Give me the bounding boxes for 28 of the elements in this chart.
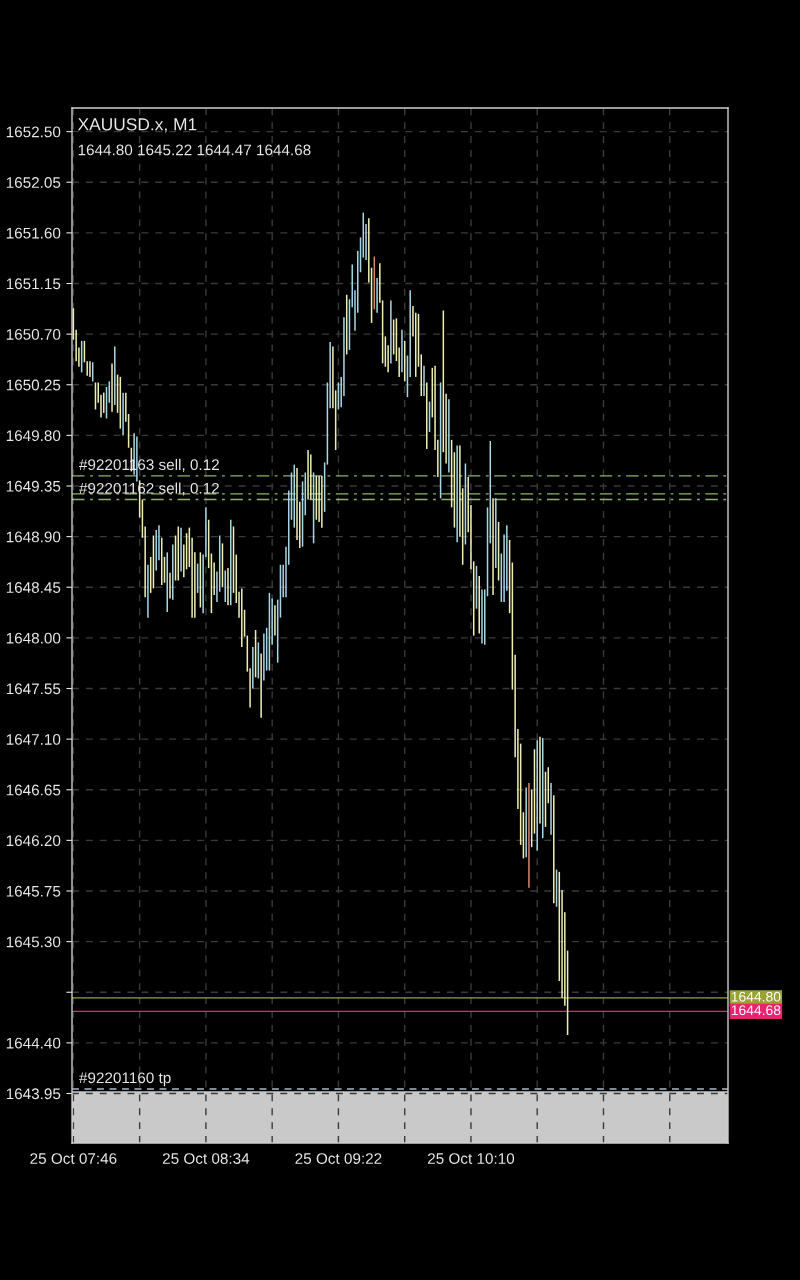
x-tick-label: 25 Oct 09:22 xyxy=(295,1153,382,1164)
y-tick-label: 1651.60 xyxy=(6,227,61,239)
y-tick-label: 1646.65 xyxy=(6,784,61,796)
y-tick-label: 1648.45 xyxy=(6,582,61,593)
y-tick-label: 1645.30 xyxy=(6,936,61,948)
ref-line-label: #92201160 tp xyxy=(79,1072,171,1087)
x-tick-label: 25 Oct 07:46 xyxy=(30,1153,117,1164)
y-tick-label: 1647.55 xyxy=(6,683,61,695)
y-tick-label: 1644.40 xyxy=(6,1037,61,1049)
y-tick-label: 1650.25 xyxy=(6,379,61,391)
ref-line-label: 1644.68 xyxy=(731,1005,781,1016)
y-tick-label: 1648.00 xyxy=(6,632,61,644)
y-tick-label: 1649.35 xyxy=(6,480,61,492)
y-tick-label: 1652.50 xyxy=(6,126,61,138)
x-tick-label: 25 Oct 10:10 xyxy=(427,1153,515,1164)
y-tick-label: 1647.10 xyxy=(6,733,61,745)
y-tick-label: 1646.20 xyxy=(6,835,61,847)
y-tick-label: 1651.15 xyxy=(6,278,61,290)
y-tick-label: 1648.90 xyxy=(6,531,61,543)
y-tick-label: 1649.80 xyxy=(6,430,61,442)
y-tick-label: 1650.70 xyxy=(6,328,61,340)
x-tick-label: 25 Oct 08:34 xyxy=(162,1153,250,1164)
ref-line-label: 1644.80 xyxy=(731,991,781,1002)
y-tick-label: 1645.75 xyxy=(6,885,61,897)
y-tick-label: 1652.05 xyxy=(6,177,61,188)
y-tick-label: 1643.95 xyxy=(6,1088,61,1100)
text: 1644.80 1645.22 1644.47 1644.68 xyxy=(78,144,311,156)
chart-title: XAUUSD.x, M1 xyxy=(77,118,197,133)
